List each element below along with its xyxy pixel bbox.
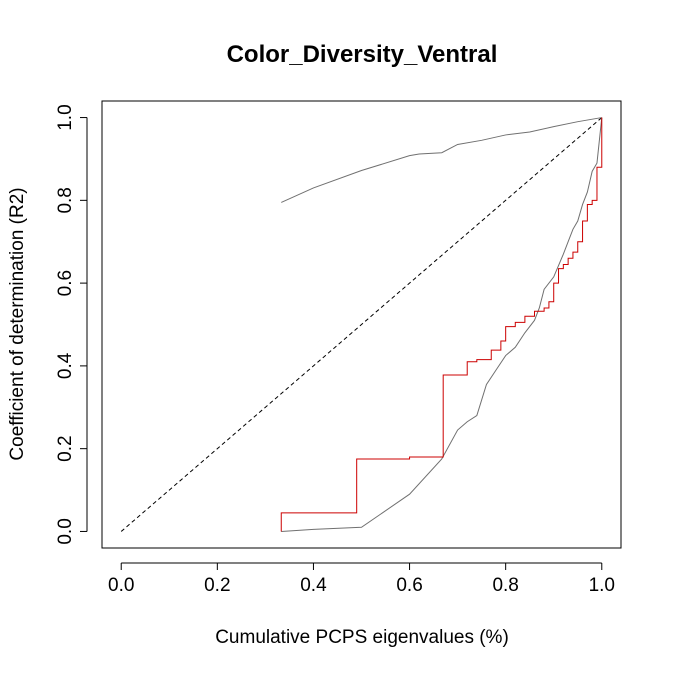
x-axis-label: Cumulative PCPS eigenvalues (%) bbox=[215, 627, 509, 648]
series-line-0 bbox=[120, 117, 603, 532]
y-tick-label: 0.4 bbox=[55, 352, 76, 379]
x-tick-label: 0.8 bbox=[492, 575, 518, 596]
y-tick-label: 0.2 bbox=[55, 435, 76, 461]
x-tick-label: 1.0 bbox=[589, 575, 615, 596]
chart-title: Color_Diversity_Ventral bbox=[227, 41, 498, 68]
series-line-2 bbox=[281, 117, 603, 532]
x-axis: 0.0 0.2 0.4 0.6 0.8 1.0 bbox=[108, 562, 615, 596]
x-tick-label: 0.6 bbox=[396, 575, 422, 596]
series-line-3 bbox=[280, 117, 603, 532]
y-axis-label: Coefficient of determination (R2) bbox=[7, 187, 28, 460]
y-tick-label: 1.0 bbox=[55, 104, 76, 130]
x-tick-label: 0.2 bbox=[204, 575, 230, 596]
x-tick-label: 0.0 bbox=[108, 575, 134, 596]
y-axis: 0.0 0.2 0.4 0.6 0.8 1.0 bbox=[55, 104, 88, 545]
y-tick-label: 0.0 bbox=[55, 518, 76, 544]
y-tick-label: 0.8 bbox=[55, 187, 76, 213]
x-tick-label: 0.4 bbox=[300, 575, 327, 596]
plot-frame bbox=[101, 100, 622, 549]
plot-area bbox=[120, 117, 603, 532]
y-tick-label: 0.6 bbox=[55, 270, 76, 296]
series-line-1 bbox=[281, 117, 602, 203]
